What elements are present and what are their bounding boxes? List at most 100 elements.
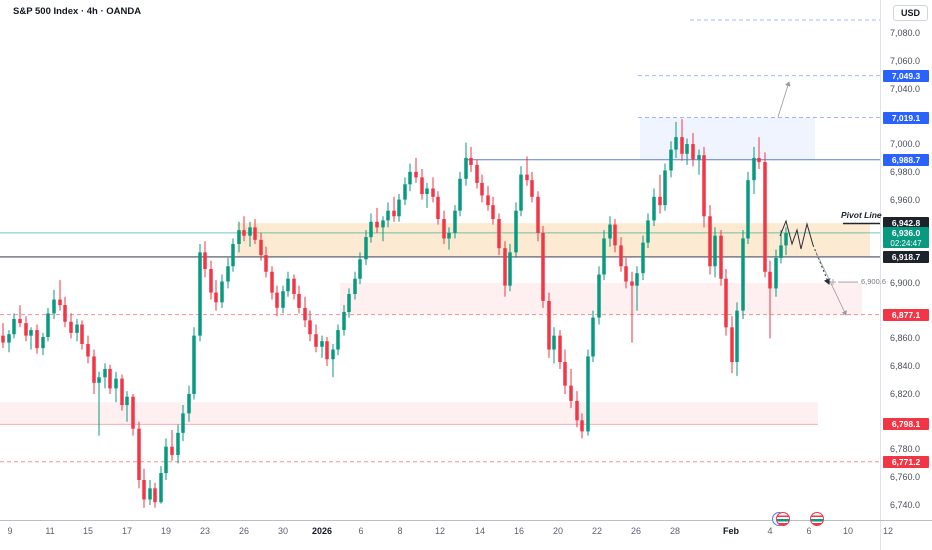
candle — [486, 195, 490, 206]
candle — [226, 266, 230, 282]
candle — [153, 488, 157, 503]
time-tick-label: 10 — [842, 526, 854, 536]
price-tick-label: 6,740.0 — [890, 500, 921, 510]
pivot-line-label[interactable]: Pivot Line — [841, 210, 882, 220]
candle — [674, 137, 678, 150]
candle — [159, 473, 163, 503]
candle — [652, 196, 656, 221]
candle — [69, 321, 73, 333]
symbol-title: S&P 500 Index · 4h · OANDA — [13, 6, 142, 17]
candle — [297, 293, 301, 308]
demand-pink-lower[interactable] — [0, 402, 818, 425]
candle — [663, 170, 667, 206]
price-badge-70493: 7,049.3 — [883, 69, 929, 82]
candle — [364, 237, 368, 260]
price-badge-70191: 7,019.1 — [883, 111, 929, 124]
candle — [353, 278, 357, 294]
candle — [613, 224, 617, 246]
candle — [386, 210, 390, 221]
price-badge-69887: 6,988.7 — [883, 153, 929, 166]
projection-zigzag[interactable] — [779, 219, 814, 250]
candle — [680, 137, 684, 154]
price-axis-border — [880, 0, 881, 550]
candle — [608, 224, 612, 239]
candle — [264, 255, 268, 272]
candle — [552, 335, 556, 350]
price-tick-label: 6,760.0 — [890, 472, 921, 483]
candle — [358, 259, 362, 279]
event-icon[interactable] — [810, 512, 824, 526]
candle — [46, 313, 50, 338]
candle — [597, 274, 601, 318]
currency-button[interactable]: USD — [893, 5, 929, 21]
candle — [702, 155, 706, 217]
candle — [347, 293, 351, 313]
candle — [1, 335, 5, 343]
time-tick-label: 12 — [882, 526, 894, 536]
candle — [125, 396, 129, 406]
time-tick-label: 6 — [806, 526, 812, 536]
candle — [176, 432, 180, 456]
candle — [192, 335, 196, 394]
time-tick-label: 9 — [7, 526, 13, 536]
candle — [735, 310, 739, 363]
candle — [58, 299, 62, 306]
candle — [536, 196, 540, 233]
price-tick-label: 7,040.0 — [890, 83, 921, 94]
candle — [320, 341, 324, 347]
candle — [137, 428, 141, 481]
candle — [569, 385, 573, 401]
candle — [685, 144, 689, 154]
price-note-6900[interactable]: 6,900.6 — [861, 277, 887, 286]
demand-pink-upper[interactable] — [340, 282, 862, 315]
candle — [730, 327, 734, 363]
price-tick-label: 6,980.0 — [890, 166, 921, 177]
price-tick-label: 6,900.0 — [890, 277, 921, 288]
candle — [768, 271, 772, 289]
candle — [602, 238, 606, 275]
candle — [752, 157, 756, 181]
candle — [491, 205, 495, 220]
time-tick-label: 30 — [277, 526, 289, 536]
time-axis-border — [0, 520, 932, 521]
candle — [624, 266, 628, 282]
up-arrow[interactable] — [777, 81, 791, 118]
price-tick-label: 7,080.0 — [890, 28, 921, 38]
candle — [35, 330, 39, 349]
candle — [275, 292, 279, 308]
time-tick-label: 15 — [82, 526, 94, 536]
candle — [525, 174, 529, 181]
candle — [214, 292, 218, 303]
price-tick-label: 6,960.0 — [890, 194, 921, 205]
resistance-blue-box[interactable] — [640, 117, 815, 160]
event-icon[interactable] — [776, 512, 790, 526]
projection-solid-arrow[interactable] — [815, 251, 847, 316]
candle — [375, 221, 379, 228]
time-tick-label: 28 — [669, 526, 681, 536]
candle — [303, 307, 307, 321]
time-tick-label: 20 — [552, 526, 564, 536]
candle — [724, 278, 728, 328]
time-tick-label: Feb — [722, 526, 740, 536]
candle — [131, 396, 135, 429]
price-tick-label: 6,780.0 — [890, 444, 921, 455]
candle — [403, 184, 407, 200]
time-tick-label: 16 — [513, 526, 525, 536]
price-badge-68771: 6,877.1 — [883, 308, 929, 321]
candle — [292, 278, 296, 294]
time-tick-label: 2026 — [311, 526, 333, 536]
candle — [108, 368, 112, 389]
candle — [203, 252, 207, 270]
candle — [7, 334, 11, 343]
candle — [103, 368, 107, 378]
candle — [114, 378, 118, 389]
candle — [397, 199, 401, 217]
time-tick-label: 22 — [591, 526, 603, 536]
time-tick-label: 26 — [630, 526, 642, 536]
candle — [575, 400, 579, 421]
candle — [142, 480, 146, 500]
pivot-orange-zone[interactable] — [237, 223, 870, 257]
candle — [24, 323, 28, 336]
candle — [475, 164, 479, 183]
